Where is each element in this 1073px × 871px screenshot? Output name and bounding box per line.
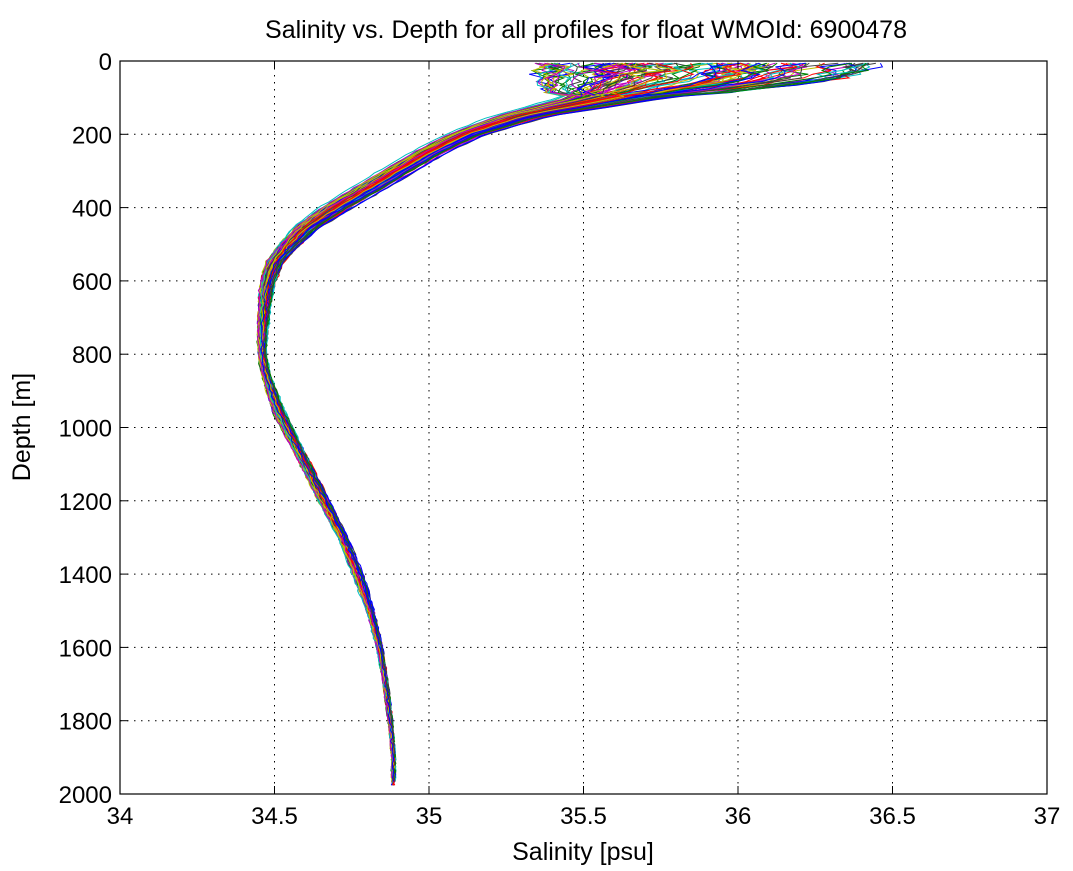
profile-line xyxy=(264,62,870,778)
y-tick-label: 0 xyxy=(99,49,112,76)
y-tick-label: 600 xyxy=(72,269,112,296)
x-tick-label: 34 xyxy=(107,803,134,830)
y-tick-label: 200 xyxy=(72,122,112,149)
y-tick-label: 800 xyxy=(72,342,112,369)
x-tick-label: 35.5 xyxy=(560,803,607,830)
profile-line xyxy=(259,62,564,778)
x-tick-label: 36 xyxy=(725,803,752,830)
x-tick-label: 34.5 xyxy=(251,803,298,830)
axis-ticks: 34 34.5 35 35.5 36 36.5 37 0 200 400 600 800 1000 120… xyxy=(59,49,1061,830)
y-tick-label: 1000 xyxy=(59,416,112,443)
x-tick-label: 36.5 xyxy=(869,803,916,830)
chart-title: Salinity vs. Depth for all profiles for … xyxy=(265,16,907,44)
profile-line xyxy=(256,62,579,778)
y-tick-label: 1600 xyxy=(59,635,112,662)
x-tick-label: 35 xyxy=(416,803,443,830)
y-tick-label: 400 xyxy=(72,196,112,223)
y-axis-label: Depth [m] xyxy=(8,373,36,481)
x-tick-label: 37 xyxy=(1034,803,1061,830)
x-axis-label: Salinity [psu] xyxy=(512,838,654,866)
y-tick-label: 2000 xyxy=(59,782,112,809)
y-tick-label: 1400 xyxy=(59,562,112,589)
y-tick-label: 1800 xyxy=(59,709,112,736)
profile-line xyxy=(260,62,741,782)
profile-lines xyxy=(256,62,884,786)
y-tick-label: 1200 xyxy=(59,489,112,516)
grid-lines xyxy=(120,61,1047,794)
